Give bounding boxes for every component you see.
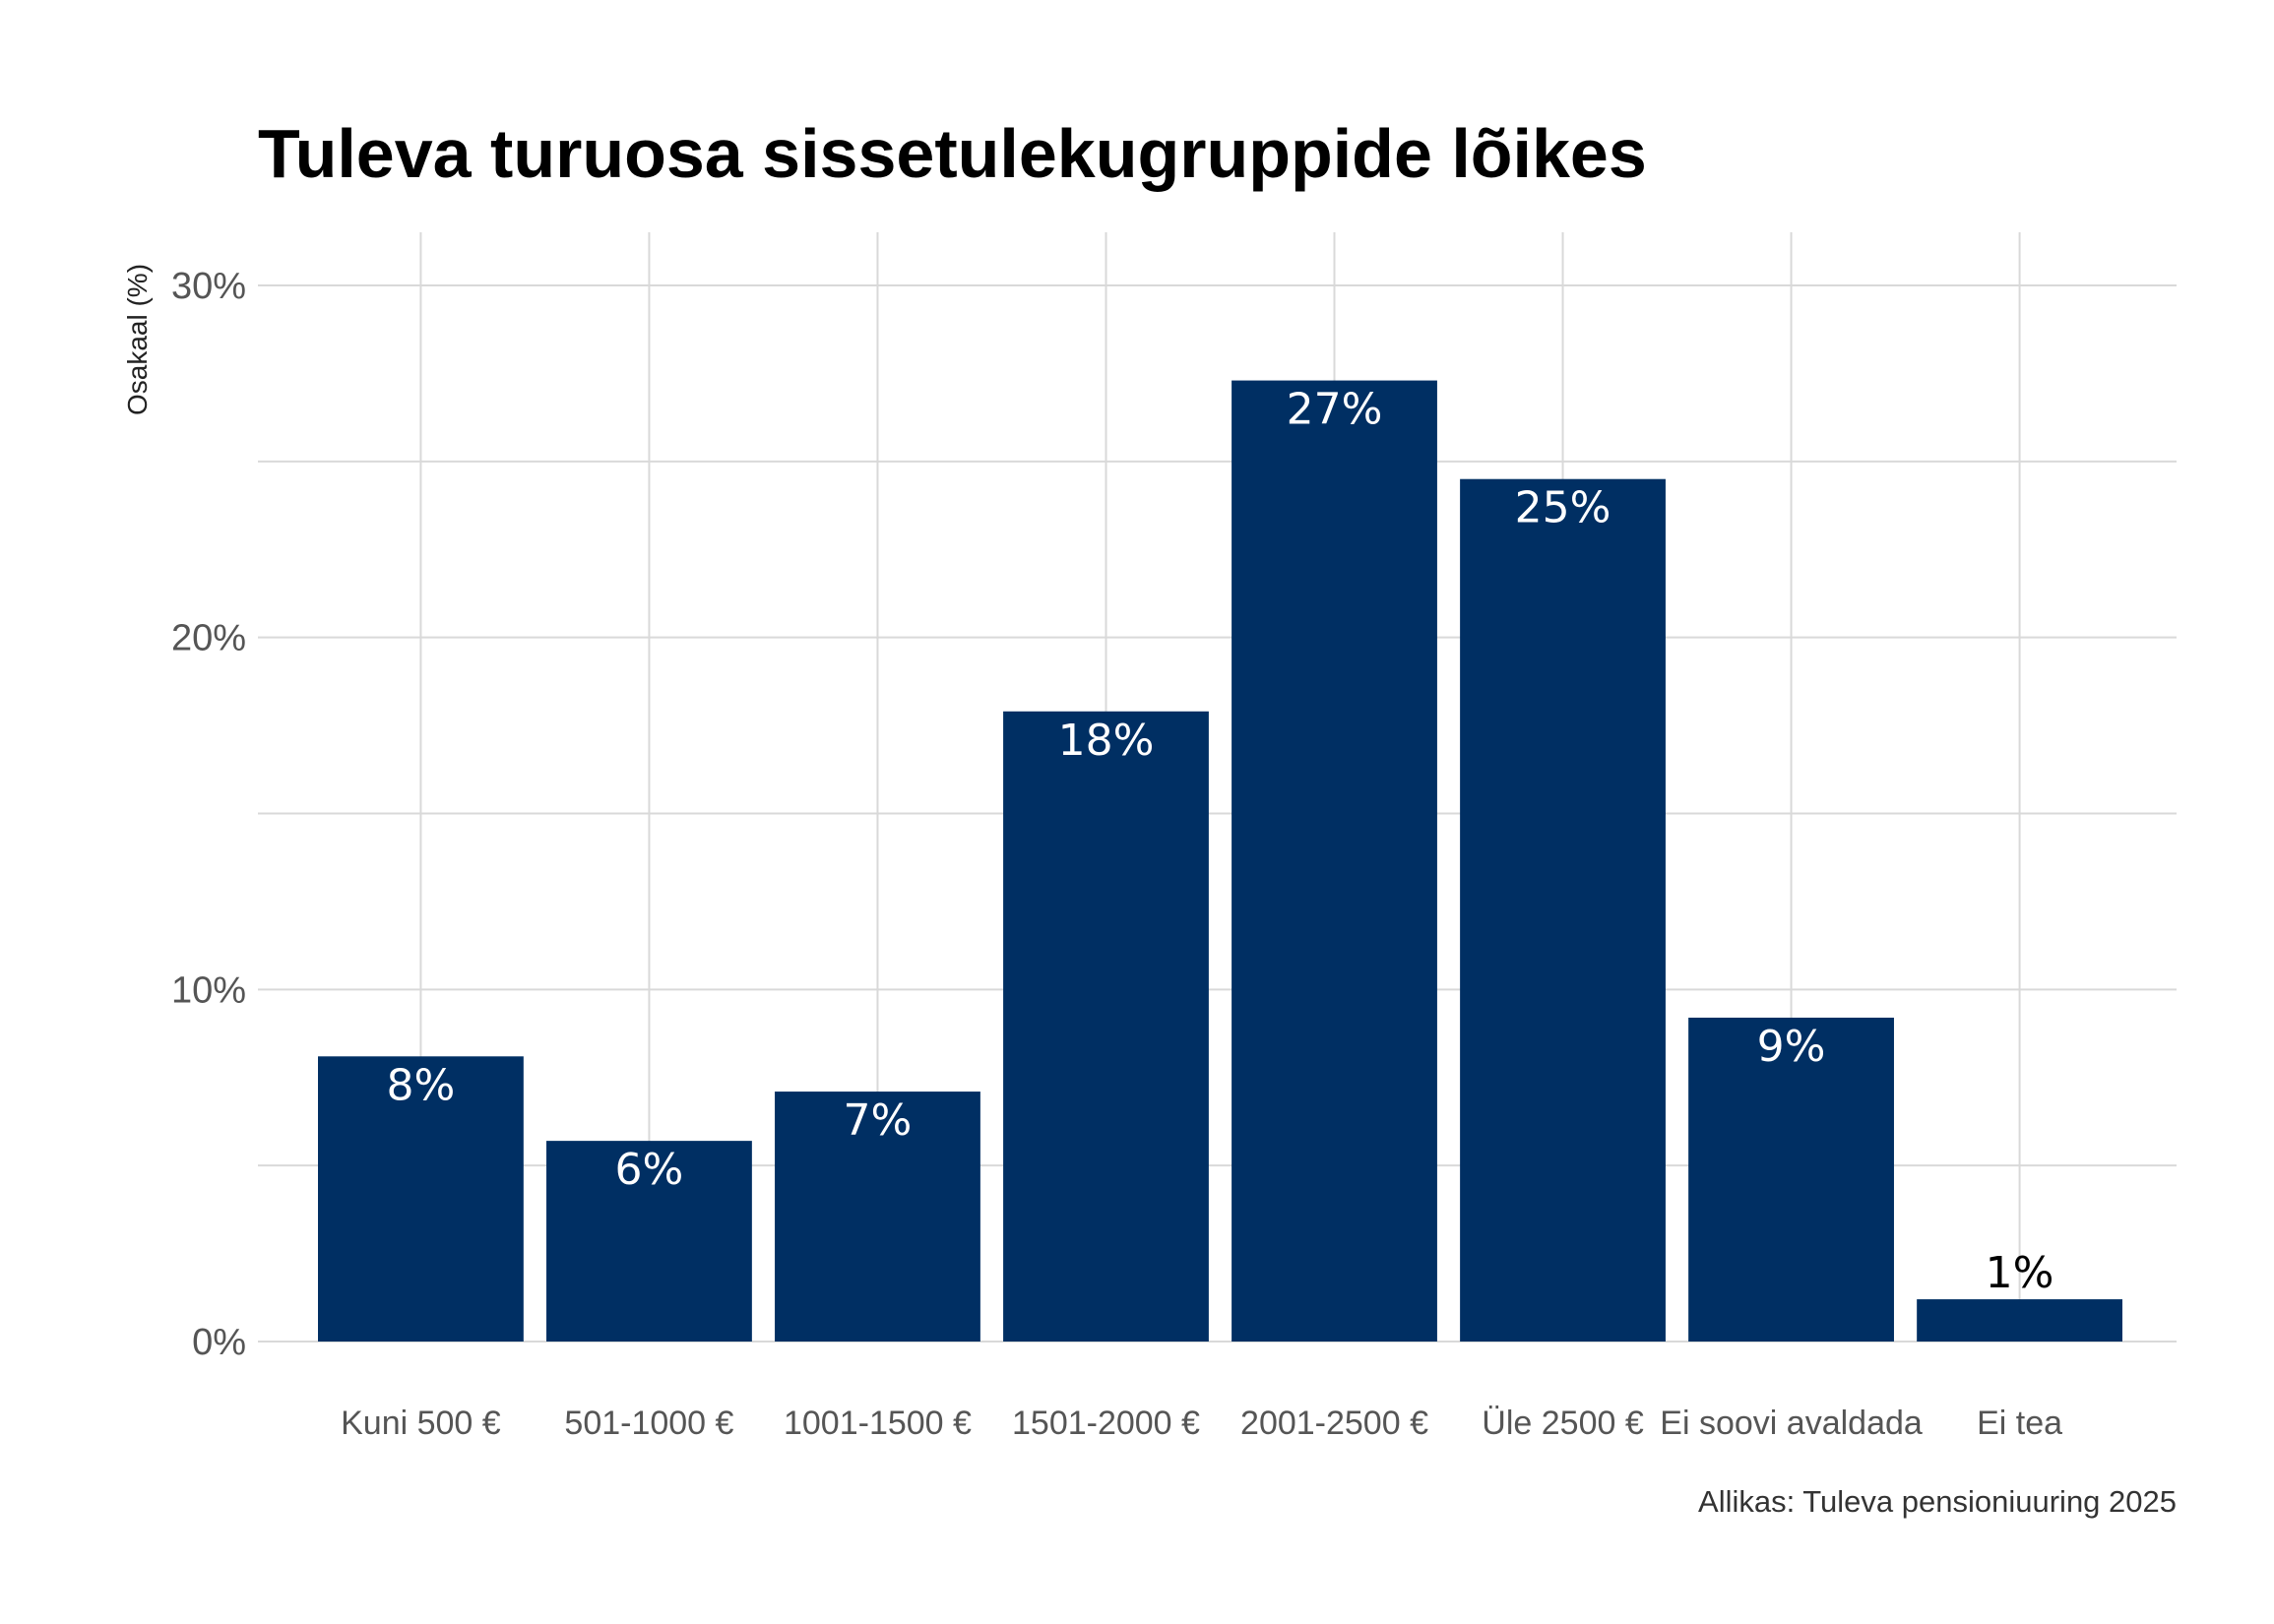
x-tick-label: 501-1000 € (564, 1405, 733, 1442)
y-tick-label: 30% (171, 266, 246, 307)
x-tick-label: Ei soovi avaldada (1660, 1405, 1923, 1442)
x-tick-label: 1501-2000 € (1012, 1405, 1200, 1442)
bar (1917, 1299, 2122, 1342)
x-tick-label: Kuni 500 € (341, 1405, 501, 1442)
bar (1232, 380, 1437, 1342)
chart-title: Tuleva turuosa sissetulekugruppide lõike… (258, 115, 1647, 192)
bar (546, 1141, 752, 1342)
x-tick-label: Üle 2500 € (1482, 1405, 1644, 1442)
y-tick-label: 10% (171, 969, 246, 1011)
x-axis-ticks: Kuni 500 € 501-1000 € 1001-1500 € 1501-2000… (341, 1405, 2062, 1442)
data-label: 25% (1515, 483, 1611, 533)
data-label: 27% (1287, 385, 1383, 435)
data-label: 18% (1058, 716, 1155, 766)
bar (775, 1092, 980, 1342)
data-label: 6% (615, 1145, 684, 1195)
bar (1460, 478, 1666, 1342)
x-tick-label: 2001-2500 € (1240, 1405, 1428, 1442)
bars: 8% 6% 7% 18% 27% 25% 9% 1% (318, 380, 2122, 1342)
y-axis-ticks: 0% 10% 20% 30% (171, 266, 246, 1363)
data-label: 8% (387, 1060, 456, 1110)
data-label: 1% (1986, 1248, 2054, 1298)
data-label: 9% (1757, 1022, 1826, 1072)
x-tick-label: Ei tea (1977, 1405, 2062, 1442)
y-tick-label: 20% (171, 618, 246, 659)
x-tick-label: 1001-1500 € (784, 1405, 972, 1442)
source-caption: Allikas: Tuleva pensioniuuring 2025 (1698, 1484, 2177, 1519)
data-label: 7% (844, 1095, 913, 1146)
y-axis-label: Osakaal (%) (122, 264, 153, 415)
y-tick-label: 0% (192, 1322, 246, 1363)
bar (1688, 1017, 1894, 1342)
bar (1003, 711, 1209, 1342)
bar (318, 1056, 524, 1342)
